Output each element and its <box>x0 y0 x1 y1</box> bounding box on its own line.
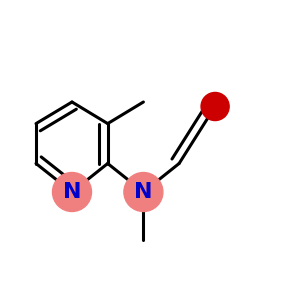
Text: N: N <box>63 182 81 202</box>
Circle shape <box>201 92 229 121</box>
Circle shape <box>124 172 163 212</box>
Circle shape <box>52 172 92 212</box>
Text: N: N <box>134 182 153 202</box>
Text: O: O <box>206 97 225 116</box>
